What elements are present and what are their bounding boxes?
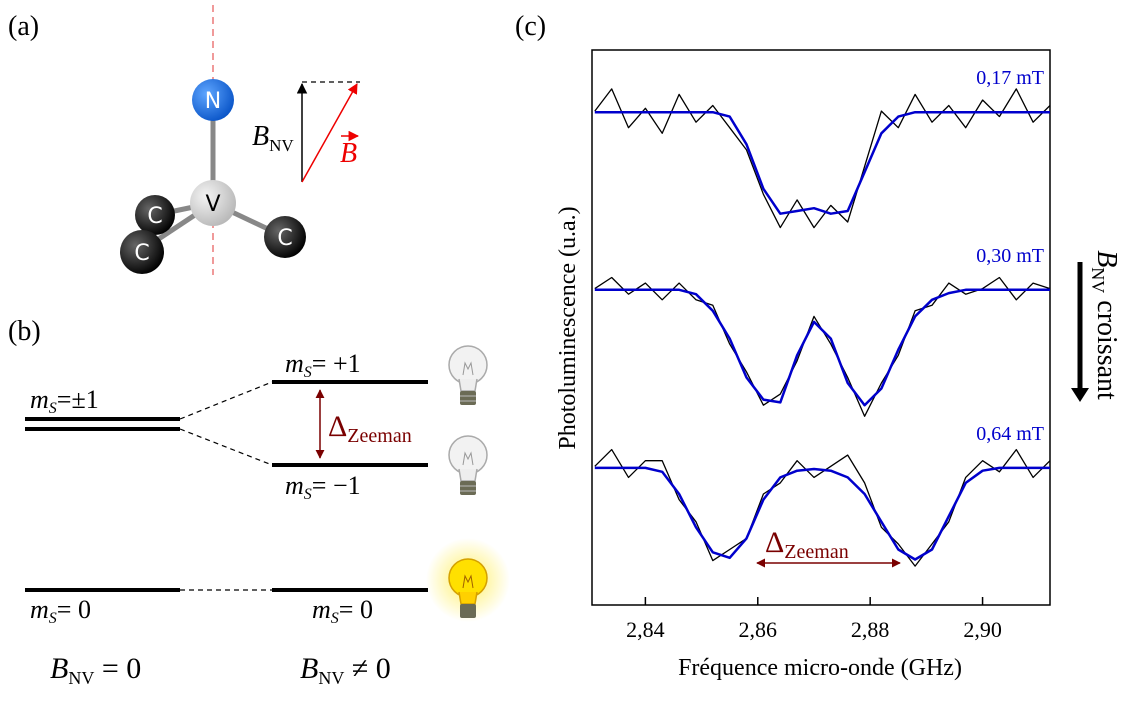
symbol: B — [50, 652, 68, 685]
atom — [264, 216, 306, 258]
level-label: mS= 0 — [30, 595, 91, 627]
fit-line — [594, 288, 1050, 407]
symbol: B — [252, 121, 269, 152]
splitting-label: ΔZeeman — [328, 410, 412, 447]
value: = +1 — [312, 349, 361, 378]
value: = 0 — [339, 595, 373, 624]
data-line — [594, 88, 1051, 229]
symbol: m — [30, 385, 49, 414]
connectors — [179, 381, 273, 591]
symbol: Δ — [765, 526, 784, 559]
plot-area: 2,84 2,86 2,88 2,90 0,17 mT 0,30 mT 0,64 mT ΔZe… — [594, 67, 1051, 642]
subscript: Zeeman — [784, 541, 848, 563]
subscript: NV — [269, 136, 294, 155]
panel-label: (a) — [8, 11, 39, 42]
level-label: mS= 0 — [312, 595, 373, 627]
value: = 0 — [94, 652, 141, 685]
subscript: S — [331, 610, 339, 627]
atom — [192, 79, 234, 121]
series-label: 0,17 mT — [976, 67, 1044, 89]
x-axis-label: Fréquence micro-onde (GHz) — [678, 655, 962, 681]
atom — [135, 195, 175, 235]
atom-label: C — [134, 241, 149, 266]
subscript: S — [304, 364, 312, 381]
data-line — [594, 448, 1051, 567]
levels — [25, 380, 428, 592]
splitting-label: ΔZeeman — [765, 526, 849, 563]
x-tick-label: 2,90 — [963, 617, 1002, 642]
panel-label: (c) — [515, 11, 546, 42]
value: =±1 — [57, 385, 99, 414]
atom — [190, 180, 236, 226]
atom — [120, 230, 164, 274]
subscript: S — [49, 610, 57, 627]
fit-line — [594, 466, 1050, 561]
symbol: m — [285, 349, 304, 378]
bulb-on — [426, 538, 510, 622]
x-tick-label: 2,88 — [851, 617, 890, 642]
subscript: S — [49, 400, 57, 417]
value: ≠ 0 — [344, 652, 390, 685]
x-tick-label: 2,84 — [626, 617, 665, 642]
subscript: NV — [68, 668, 94, 688]
bulb-off — [448, 345, 488, 406]
symbol: B — [300, 652, 318, 685]
plot-frame — [591, 49, 1051, 606]
subscript: NV — [1088, 267, 1108, 293]
fit-line — [594, 110, 1050, 215]
text: croissant — [1091, 293, 1122, 400]
symbol: m — [312, 595, 331, 624]
data-line — [594, 276, 1051, 417]
x-tick-label: 2,86 — [739, 617, 778, 642]
level-label: mS=±1 — [30, 385, 99, 417]
subscript: Zeeman — [347, 425, 411, 447]
atom-label: V — [205, 192, 220, 217]
side-annotation: BNV croissant — [1088, 250, 1122, 400]
symbol: B — [1091, 250, 1122, 267]
condition-label: BNV = 0 — [50, 652, 141, 688]
condition-label: BNV ≠ 0 — [300, 652, 391, 688]
level-label: mS= −1 — [285, 471, 361, 503]
trend-arrowhead — [1071, 388, 1089, 402]
field-label: BNV — [252, 121, 294, 155]
atom-label: C — [147, 204, 162, 229]
symbol: Δ — [328, 410, 347, 443]
field-vector — [301, 83, 358, 183]
atom-label: N — [205, 89, 221, 114]
series-label: 0,30 mT — [976, 245, 1044, 267]
bulb-off — [448, 435, 488, 496]
series-label: 0,64 mT — [976, 423, 1044, 445]
symbol: m — [285, 471, 304, 500]
symbol: m — [30, 595, 49, 624]
level-label: mS= +1 — [285, 349, 361, 381]
panel-label: (b) — [8, 316, 41, 347]
y-axis-label: Photoluminescence (u.a.) — [555, 206, 581, 449]
subscript: NV — [318, 668, 344, 688]
subscript: S — [304, 486, 312, 503]
value: = −1 — [312, 471, 361, 500]
atom-label: C — [277, 226, 292, 251]
vector-label: B — [340, 138, 357, 169]
value: = 0 — [57, 595, 91, 624]
